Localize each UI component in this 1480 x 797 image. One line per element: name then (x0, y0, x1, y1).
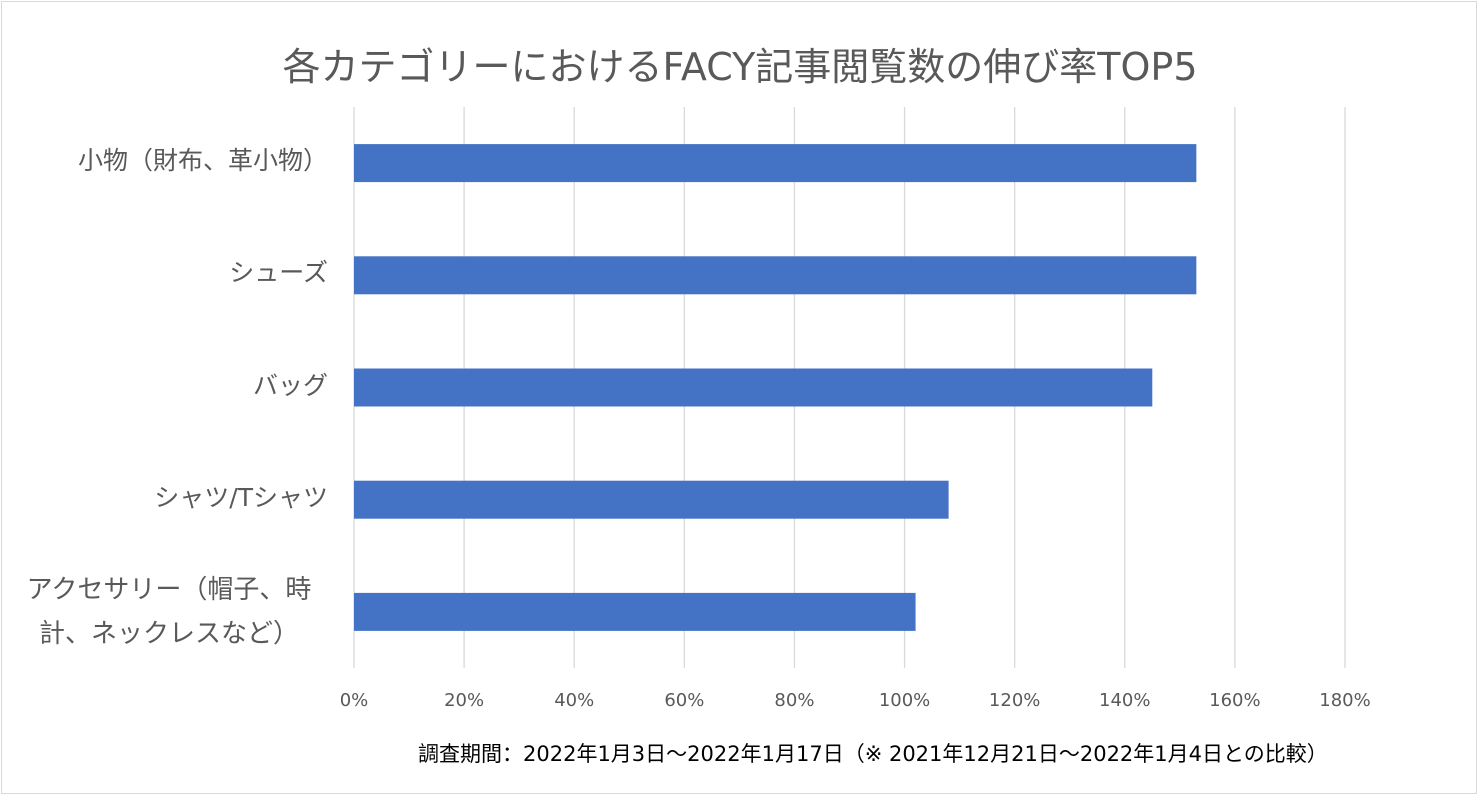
category-label: アクセサリー（帽子、時計、ネックレスなど） (26, 574, 312, 649)
x-tick-label: 0% (340, 690, 369, 711)
x-tick-label: 180% (1319, 690, 1370, 711)
bar (354, 480, 949, 519)
x-tick-label: 20% (444, 690, 484, 711)
x-tick-label: 80% (774, 690, 814, 711)
bar (354, 144, 1197, 183)
x-tick-label: 160% (1209, 690, 1260, 711)
x-tick-label: 140% (1099, 690, 1150, 711)
x-tick-label: 60% (664, 690, 704, 711)
chart-title: 各カテゴリーにおけるFACY記事閲覧数の伸び率TOP5 (282, 45, 1198, 89)
x-tick-label: 100% (879, 690, 930, 711)
bar (354, 256, 1197, 295)
x-tick-label: 120% (989, 690, 1040, 711)
x-tick-label: 40% (554, 690, 594, 711)
category-label: シューズ (229, 258, 328, 288)
survey-period-note: 調査期間：2022年1月3日～2022年1月17日（※ 2021年12月21日～… (418, 742, 1328, 766)
bar (354, 592, 916, 631)
bar (354, 368, 1153, 407)
category-label: バッグ (252, 370, 328, 400)
category-label: 小物（財布、革小物） (77, 146, 328, 176)
category-label: シャツ/Tシャツ (154, 482, 328, 512)
